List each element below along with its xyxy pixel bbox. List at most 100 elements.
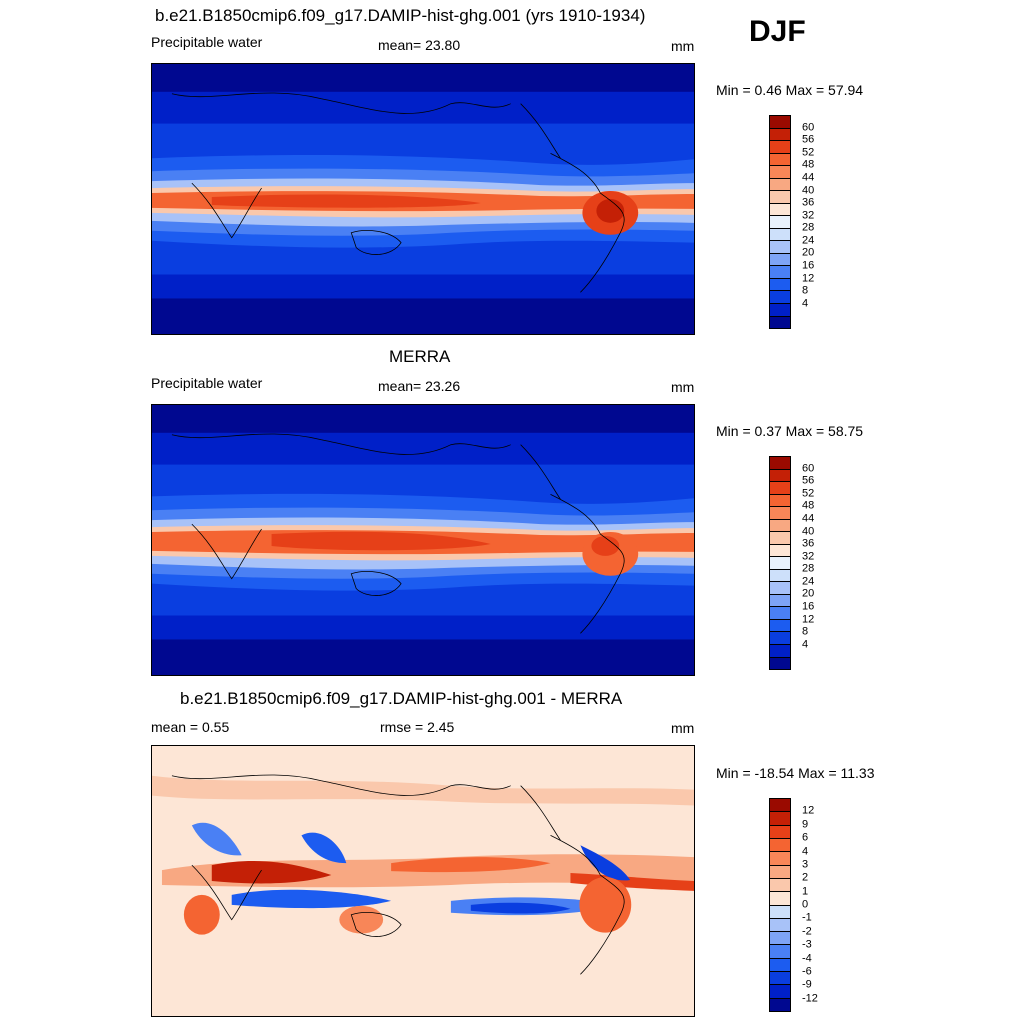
panel3-minmax-label: Min = -18.54 Max = 11.33 xyxy=(716,765,875,781)
colorbar-tick-label: 28 xyxy=(802,562,815,575)
colorbar-segment xyxy=(770,507,790,520)
panel3-units-label: mm xyxy=(671,720,695,736)
colorbar-segment xyxy=(770,228,790,242)
colorbar-segment xyxy=(770,316,790,329)
colorbar-tick-label: 60 xyxy=(802,462,815,475)
colorbar-segment xyxy=(770,291,790,304)
colorbar-tick-label: 4 xyxy=(802,297,809,310)
colorbar-tick-label: 24 xyxy=(802,575,815,588)
colorbar-segment xyxy=(770,972,790,986)
colorbar-tick-label: 12 xyxy=(802,272,815,285)
colorbar-tick-label: 44 xyxy=(802,512,815,525)
season-label: DJF xyxy=(749,15,806,48)
colorbar-tick-label: -4 xyxy=(802,952,812,964)
panel2-title: MERRA xyxy=(389,347,451,366)
colorbar-segment xyxy=(770,116,790,129)
colorbar-tick-label: 40 xyxy=(802,184,815,197)
colorbar-tick-label: 9 xyxy=(802,818,809,831)
colorbar-tick-label: 4 xyxy=(802,845,809,857)
panel3-map xyxy=(151,745,695,1017)
colorbar-tick-label: 36 xyxy=(802,196,815,209)
colorbar-segment xyxy=(770,216,790,229)
panel1-mean-label: mean= 23.80 xyxy=(378,37,461,53)
colorbar-segment xyxy=(770,482,790,495)
colorbar-segment xyxy=(770,945,790,959)
colorbar-segment xyxy=(770,852,790,866)
colorbar-segment xyxy=(770,825,790,839)
colorbar-tick-label: 2 xyxy=(802,871,809,884)
colorbar-tick-label: 4 xyxy=(802,638,809,651)
colorbar-segment xyxy=(770,657,790,670)
colorbar-tick-label: 52 xyxy=(802,146,815,159)
colorbar-segment xyxy=(770,241,790,254)
colorbar-segment xyxy=(770,905,790,919)
panel2-map xyxy=(151,404,695,676)
colorbar-segment xyxy=(770,569,790,583)
panel2-minmax-label: Min = 0.37 Max = 58.75 xyxy=(716,423,864,439)
colorbar-segment xyxy=(770,519,790,533)
panel3-colorbar-ticks: 12 9 6 4 3 2 1 0 -1 -2 -3 -4 -6 -9 -12 xyxy=(802,798,842,1012)
panel3-title: b.e21.B1850cmip6.f09_g17.DAMIP-hist-ghg.… xyxy=(180,689,623,708)
panel1-title: b.e21.B1850cmip6.f09_g17.DAMIP-hist-ghg.… xyxy=(155,6,646,25)
panel1-colorbar-ticks: 60 56 52 48 44 40 36 32 28 24 20 16 12 8 4 xyxy=(802,115,842,329)
colorbar-segment xyxy=(770,985,790,999)
colorbar-tick-label: 24 xyxy=(802,234,815,247)
colorbar-tick-label: -3 xyxy=(802,938,812,951)
colorbar-segment xyxy=(770,457,790,470)
colorbar-segment xyxy=(770,494,790,508)
colorbar-tick-label: 40 xyxy=(802,525,815,538)
colorbar-tick-label: 0 xyxy=(802,898,809,911)
colorbar-tick-label: 48 xyxy=(802,499,815,512)
colorbar-segment xyxy=(770,619,790,633)
colorbar-segment xyxy=(770,644,790,658)
colorbar-tick-label: 12 xyxy=(802,613,815,626)
panel2-units-label: mm xyxy=(671,379,695,395)
panel3-field xyxy=(152,746,694,1016)
colorbar-segment xyxy=(770,557,790,570)
colorbar-segment xyxy=(770,865,790,879)
colorbar-segment xyxy=(770,632,790,645)
colorbar-tick-label: 32 xyxy=(802,550,815,563)
colorbar-segment xyxy=(770,469,790,483)
colorbar-tick-label: 20 xyxy=(802,246,815,259)
colorbar-segment xyxy=(770,838,790,853)
panel2-mean-label: mean= 23.26 xyxy=(378,378,461,394)
colorbar-tick-label: 28 xyxy=(802,221,815,234)
colorbar-segment xyxy=(770,918,790,933)
colorbar-segment xyxy=(770,812,790,826)
colorbar-segment xyxy=(770,594,790,608)
colorbar-tick-label: -6 xyxy=(802,965,812,978)
colorbar-segment xyxy=(770,278,790,292)
colorbar-segment xyxy=(770,178,790,192)
colorbar-tick-label: -12 xyxy=(802,992,818,1005)
colorbar-tick-label: 16 xyxy=(802,600,815,613)
colorbar-tick-label: 20 xyxy=(802,587,815,600)
panel1-variable-label: Precipitable water xyxy=(151,34,263,50)
colorbar-segment xyxy=(770,799,790,813)
colorbar-tick-label: -1 xyxy=(802,911,812,924)
colorbar-segment xyxy=(770,166,790,179)
colorbar-tick-label: 3 xyxy=(802,858,809,871)
colorbar-tick-label: 52 xyxy=(802,487,815,500)
colorbar-segment xyxy=(770,544,790,558)
colorbar-segment xyxy=(770,253,790,267)
panel1-minmax-label: Min = 0.46 Max = 57.94 xyxy=(716,82,864,98)
colorbar-tick-label: 56 xyxy=(802,474,815,487)
colorbar-segment xyxy=(770,141,790,154)
colorbar-tick-label: 56 xyxy=(802,133,815,146)
colorbar-segment xyxy=(770,958,790,973)
colorbar-segment xyxy=(770,191,790,204)
colorbar-segment xyxy=(770,607,790,620)
colorbar-segment xyxy=(770,153,790,167)
panel1-units-label: mm xyxy=(671,38,695,54)
panel3-mean-label: mean = 0.55 xyxy=(151,719,230,735)
colorbar-segment xyxy=(770,892,790,906)
colorbar-segment xyxy=(770,203,790,217)
panel3-colorbar xyxy=(769,798,791,1012)
colorbar-tick-label: 44 xyxy=(802,171,815,184)
colorbar-segment xyxy=(770,582,790,595)
colorbar-segment xyxy=(770,303,790,317)
colorbar-tick-label: -9 xyxy=(802,978,812,991)
colorbar-tick-label: 60 xyxy=(802,121,815,134)
colorbar-segment xyxy=(770,878,790,893)
